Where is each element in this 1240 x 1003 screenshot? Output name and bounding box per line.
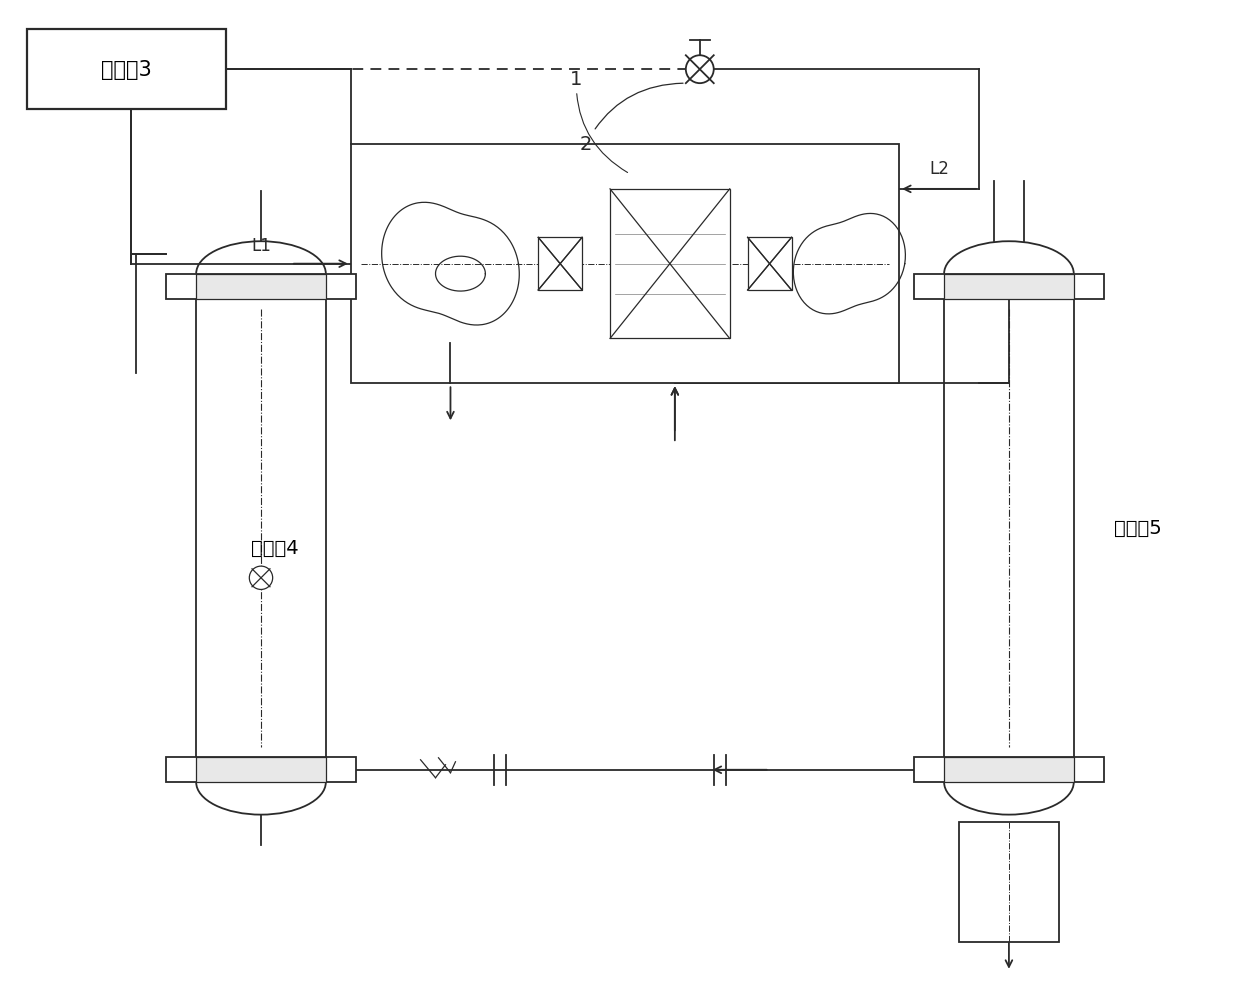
Bar xyxy=(610,190,729,339)
Bar xyxy=(351,144,899,384)
Bar xyxy=(914,275,1104,299)
Text: 1: 1 xyxy=(570,70,627,174)
Text: 2: 2 xyxy=(580,84,683,153)
Bar xyxy=(166,757,356,782)
Bar xyxy=(914,757,1104,782)
Bar xyxy=(196,275,326,299)
Bar xyxy=(944,275,1074,299)
Bar xyxy=(944,757,1074,782)
Bar xyxy=(748,238,791,291)
Bar xyxy=(166,275,356,299)
Bar xyxy=(26,30,226,110)
Text: L2: L2 xyxy=(929,159,949,178)
Text: 控制器3: 控制器3 xyxy=(100,60,151,80)
Bar xyxy=(538,238,582,291)
Bar xyxy=(959,822,1059,942)
Text: 蜃发全4: 蜃发全4 xyxy=(250,539,299,558)
Bar xyxy=(196,757,326,782)
Text: 冷凝全5: 冷凝全5 xyxy=(1114,519,1162,538)
Text: L1: L1 xyxy=(250,237,272,255)
Circle shape xyxy=(686,56,714,84)
Circle shape xyxy=(249,567,273,590)
